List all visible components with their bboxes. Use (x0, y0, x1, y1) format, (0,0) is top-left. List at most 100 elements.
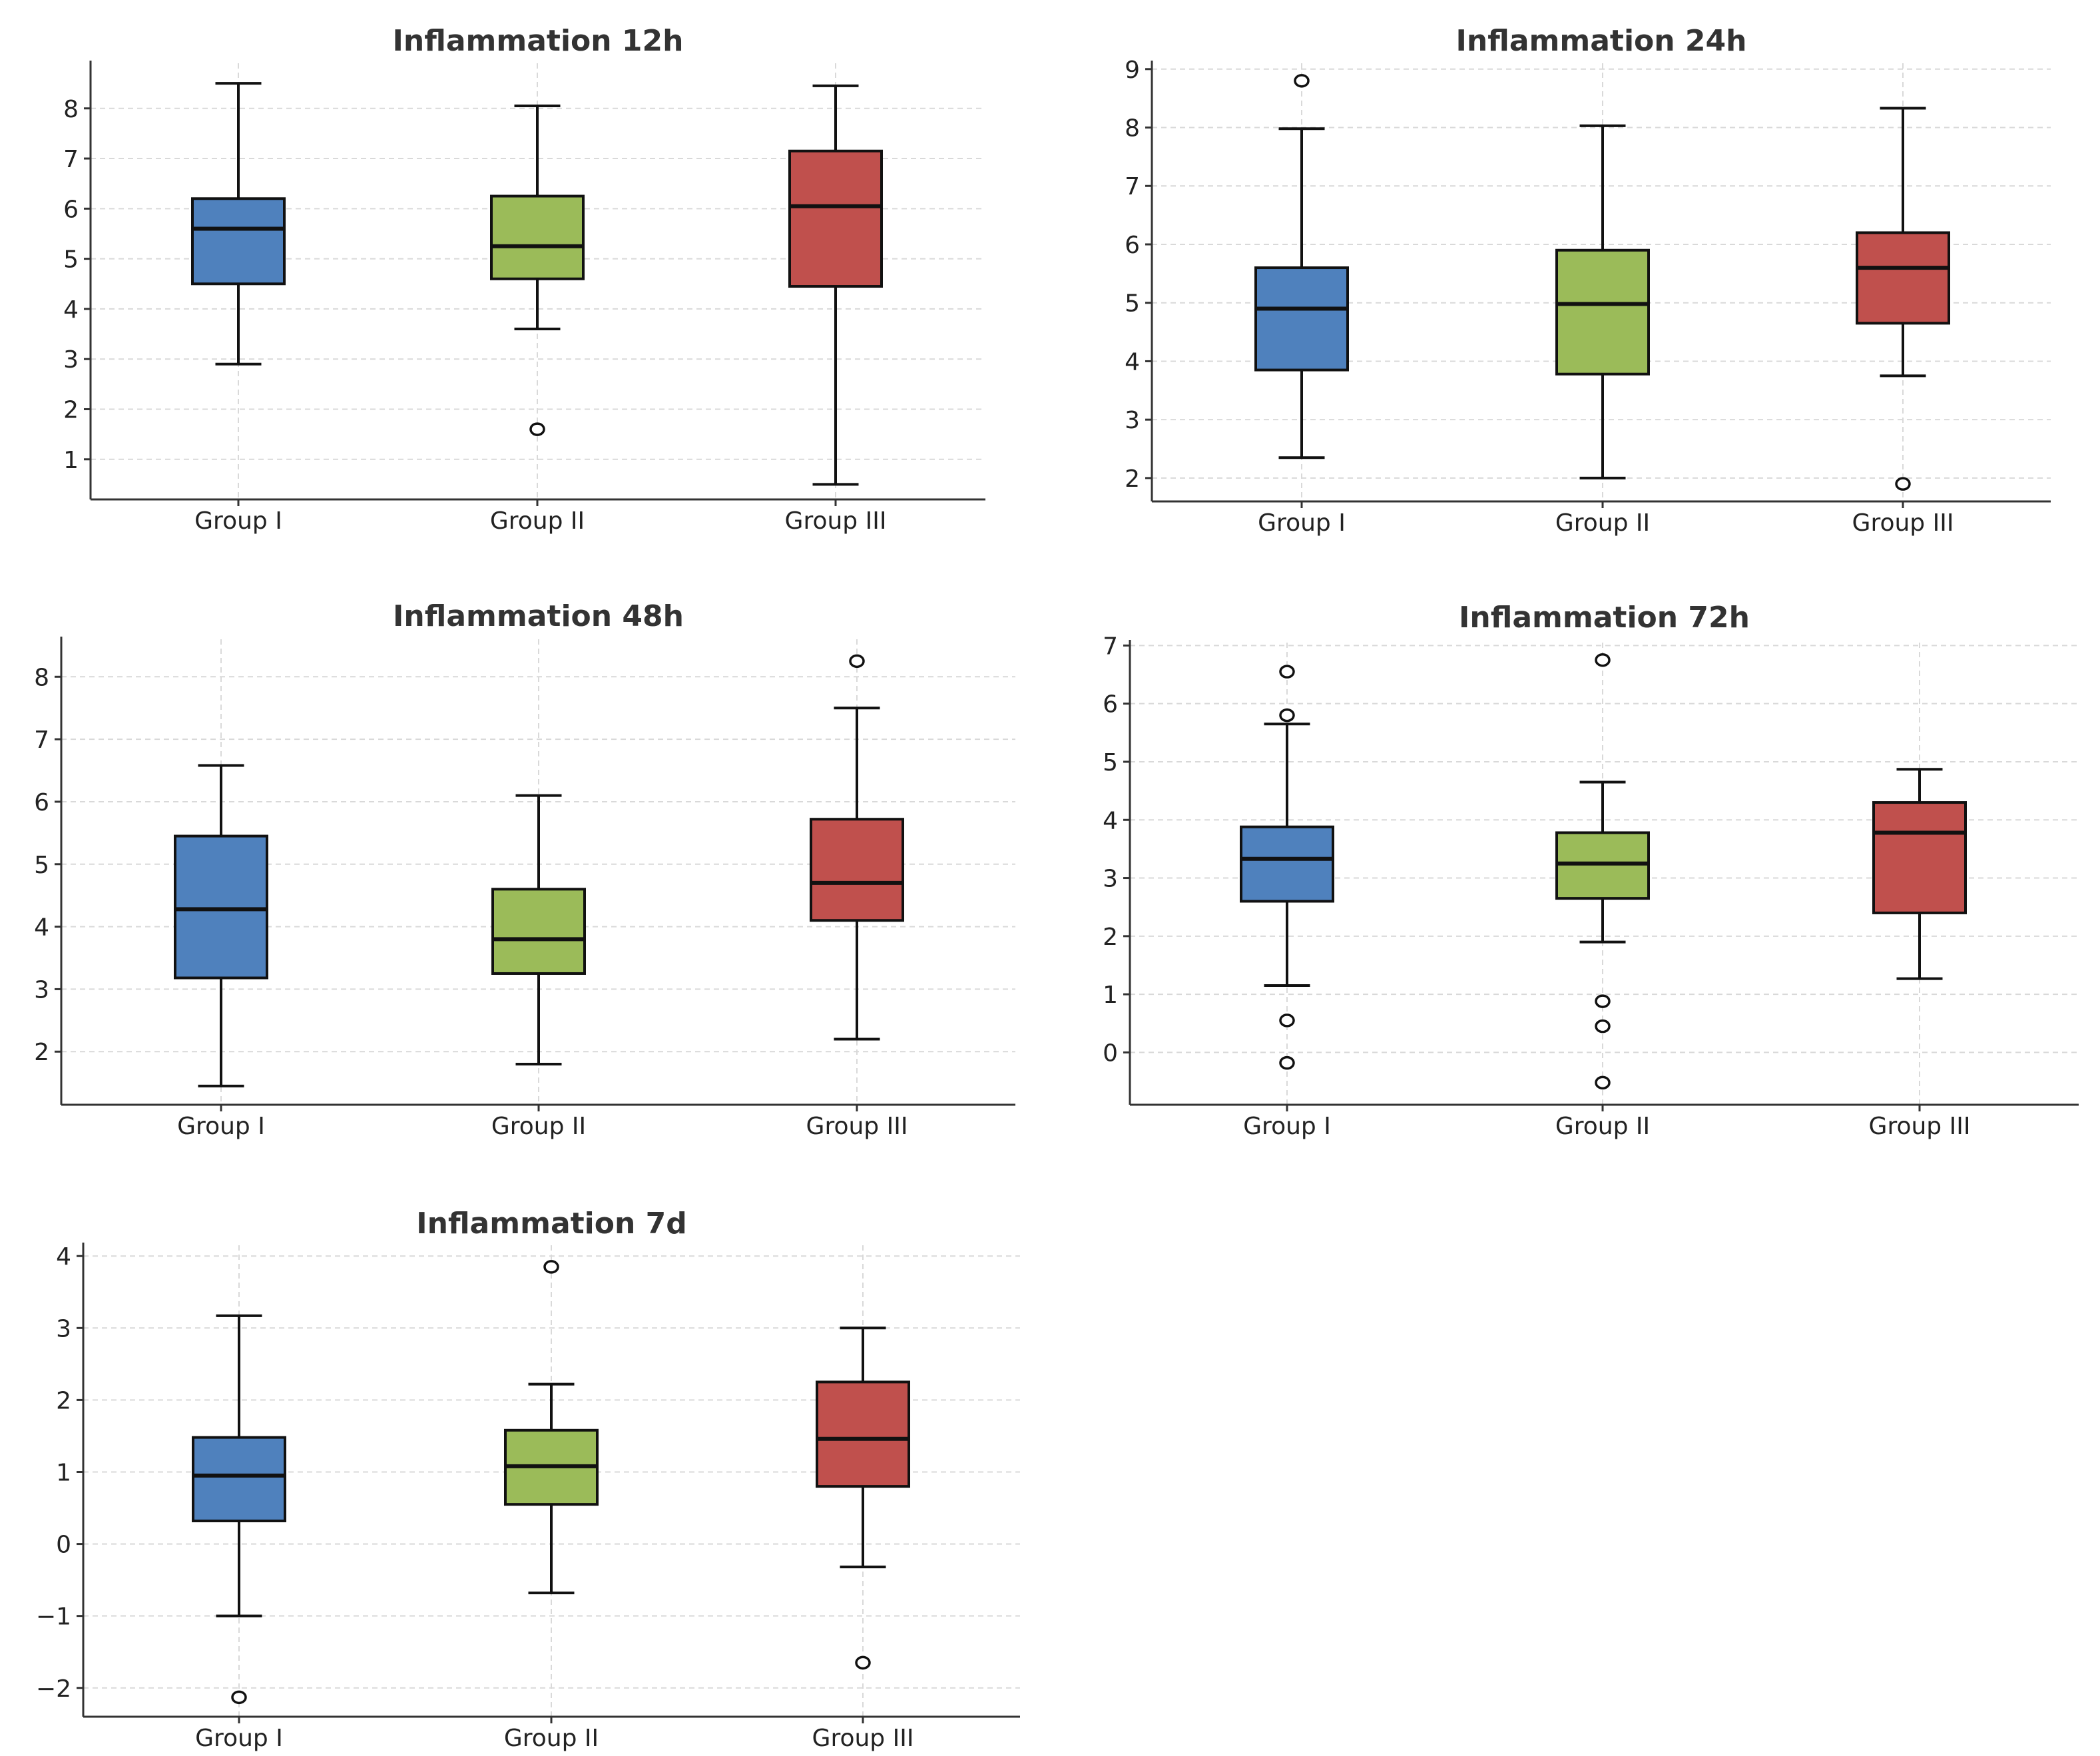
x-tick-label: Group II (1555, 1113, 1650, 1140)
iqr-box (810, 818, 904, 922)
y-tick-label: 0 (1103, 1039, 1118, 1067)
iqr-box (1555, 248, 1650, 376)
x-tick-label: Group III (806, 1113, 908, 1140)
chart-panel-5: Inflammation 7d −2 −1 0 1 2 3 4 Group I Group II G… (36, 1207, 1020, 1752)
outlier-point (529, 422, 545, 436)
x-tick-label: Group II (491, 1113, 586, 1140)
y-tick-label: 8 (63, 96, 79, 123)
iqr-box (788, 149, 883, 288)
outlier-point (855, 1655, 871, 1670)
chart-title: Inflammation 7d (416, 1207, 686, 1241)
box-group-ii (490, 104, 585, 436)
box-group-iii (788, 84, 883, 486)
y-tick-label: 3 (63, 346, 79, 374)
outlier-point (231, 1690, 247, 1705)
box-group-iii (1856, 107, 1950, 491)
x-tick-label: Group I (1243, 1113, 1331, 1140)
y-tick-label: 4 (1103, 807, 1118, 834)
y-tick-label: 2 (1125, 465, 1140, 493)
chart-panel-4: Inflammation 72h 0 1 2 3 4 5 6 7 Group I Group II G… (1103, 601, 2079, 1140)
outlier-point (1294, 74, 1310, 88)
y-tick-label: 6 (1125, 232, 1140, 259)
box-group-ii (504, 1260, 599, 1595)
chart-panel-2: Inflammation 24h 2 3 4 5 6 7 8 9 Group I Group II G… (1125, 24, 2051, 537)
y-tick-label: 5 (63, 246, 79, 274)
y-tick-label: 4 (63, 296, 79, 324)
chart-title: Inflammation 48h (393, 599, 684, 633)
iqr-box (192, 1436, 286, 1522)
iqr-box (490, 194, 585, 280)
x-tick-label: Group I (195, 1725, 283, 1752)
iqr-box (491, 888, 586, 975)
chart-title: Inflammation 72h (1459, 601, 1750, 635)
x-tick-label: Group III (1852, 509, 1954, 537)
iqr-box (816, 1380, 910, 1488)
y-tick-label: 8 (34, 664, 49, 691)
outlier-point (543, 1260, 559, 1274)
x-tick-label: Group II (490, 507, 585, 535)
x-tick-label: Group II (1555, 509, 1650, 537)
x-tick-label: Group III (812, 1725, 914, 1752)
y-tick-label: 9 (1125, 57, 1140, 84)
iqr-box (191, 197, 286, 286)
y-tick-label: 5 (1103, 749, 1118, 776)
x-tick-label: Group II (504, 1725, 599, 1752)
chart-panel-1: Inflammation 12h 1 2 3 4 5 6 7 8 Group I Group II G… (63, 24, 985, 535)
y-tick-label: 0 (56, 1532, 71, 1559)
outlier-point (1279, 1055, 1295, 1070)
chart-title: Inflammation 12h (393, 24, 684, 58)
y-tick-label: 7 (1125, 173, 1140, 200)
y-tick-label: 3 (1103, 866, 1118, 893)
box-group-iii (816, 1326, 910, 1670)
outlier-point (1595, 1075, 1611, 1090)
y-tick-label: 1 (56, 1459, 71, 1486)
y-tick-label: 2 (1103, 924, 1118, 951)
x-tick-label: Group I (1258, 509, 1346, 537)
y-tick-label: 2 (34, 1039, 49, 1066)
iqr-box (1872, 801, 1967, 914)
chart-title: Inflammation 24h (1456, 24, 1747, 58)
y-tick-label: 8 (1125, 115, 1140, 143)
y-tick-label: 2 (63, 396, 79, 424)
y-tick-label: 7 (1103, 633, 1118, 660)
x-tick-label: Group I (177, 1113, 265, 1140)
iqr-box (174, 834, 268, 980)
x-tick-label: Group III (1869, 1113, 1971, 1140)
box-group-i (1240, 665, 1334, 1070)
x-tick-label: Group I (194, 507, 282, 535)
outlier-point (1279, 708, 1295, 723)
y-tick-label: 4 (34, 914, 49, 942)
outlier-point (1279, 1014, 1295, 1027)
outlier-point (849, 654, 865, 669)
y-tick-label: 6 (63, 196, 79, 223)
y-tick-label: 1 (1103, 982, 1118, 1009)
y-tick-label: −2 (36, 1675, 71, 1703)
y-tick-label: 2 (56, 1387, 71, 1414)
outlier-point (1595, 1019, 1611, 1033)
outlier-point (1595, 994, 1611, 1008)
y-tick-label: 4 (56, 1243, 71, 1271)
box-group-iii (1872, 768, 1967, 980)
outlier-point (1595, 653, 1611, 667)
box-group-ii (1555, 653, 1650, 1090)
iqr-box (1254, 266, 1349, 372)
y-tick-label: 7 (63, 146, 79, 173)
iqr-box (1555, 831, 1650, 900)
chart-panel-3: Inflammation 48h 2 3 4 5 6 7 8 Group I Group II Gr… (34, 599, 1015, 1140)
y-tick-label: 7 (34, 727, 49, 754)
box-group-ii (1555, 124, 1650, 479)
y-tick-label: 4 (1125, 348, 1140, 376)
y-tick-label: 5 (34, 852, 49, 879)
y-tick-label: 5 (1125, 290, 1140, 318)
iqr-box (1240, 825, 1334, 903)
y-tick-label: 6 (1103, 691, 1118, 719)
y-tick-label: 6 (34, 789, 49, 816)
y-tick-label: 1 (63, 447, 79, 474)
x-tick-label: Group III (785, 507, 887, 535)
outlier-point (1895, 477, 1911, 491)
y-tick-label: 3 (34, 976, 49, 1004)
y-tick-label: −1 (36, 1604, 71, 1631)
box-group-i (191, 82, 286, 366)
iqr-box (1856, 231, 1950, 325)
